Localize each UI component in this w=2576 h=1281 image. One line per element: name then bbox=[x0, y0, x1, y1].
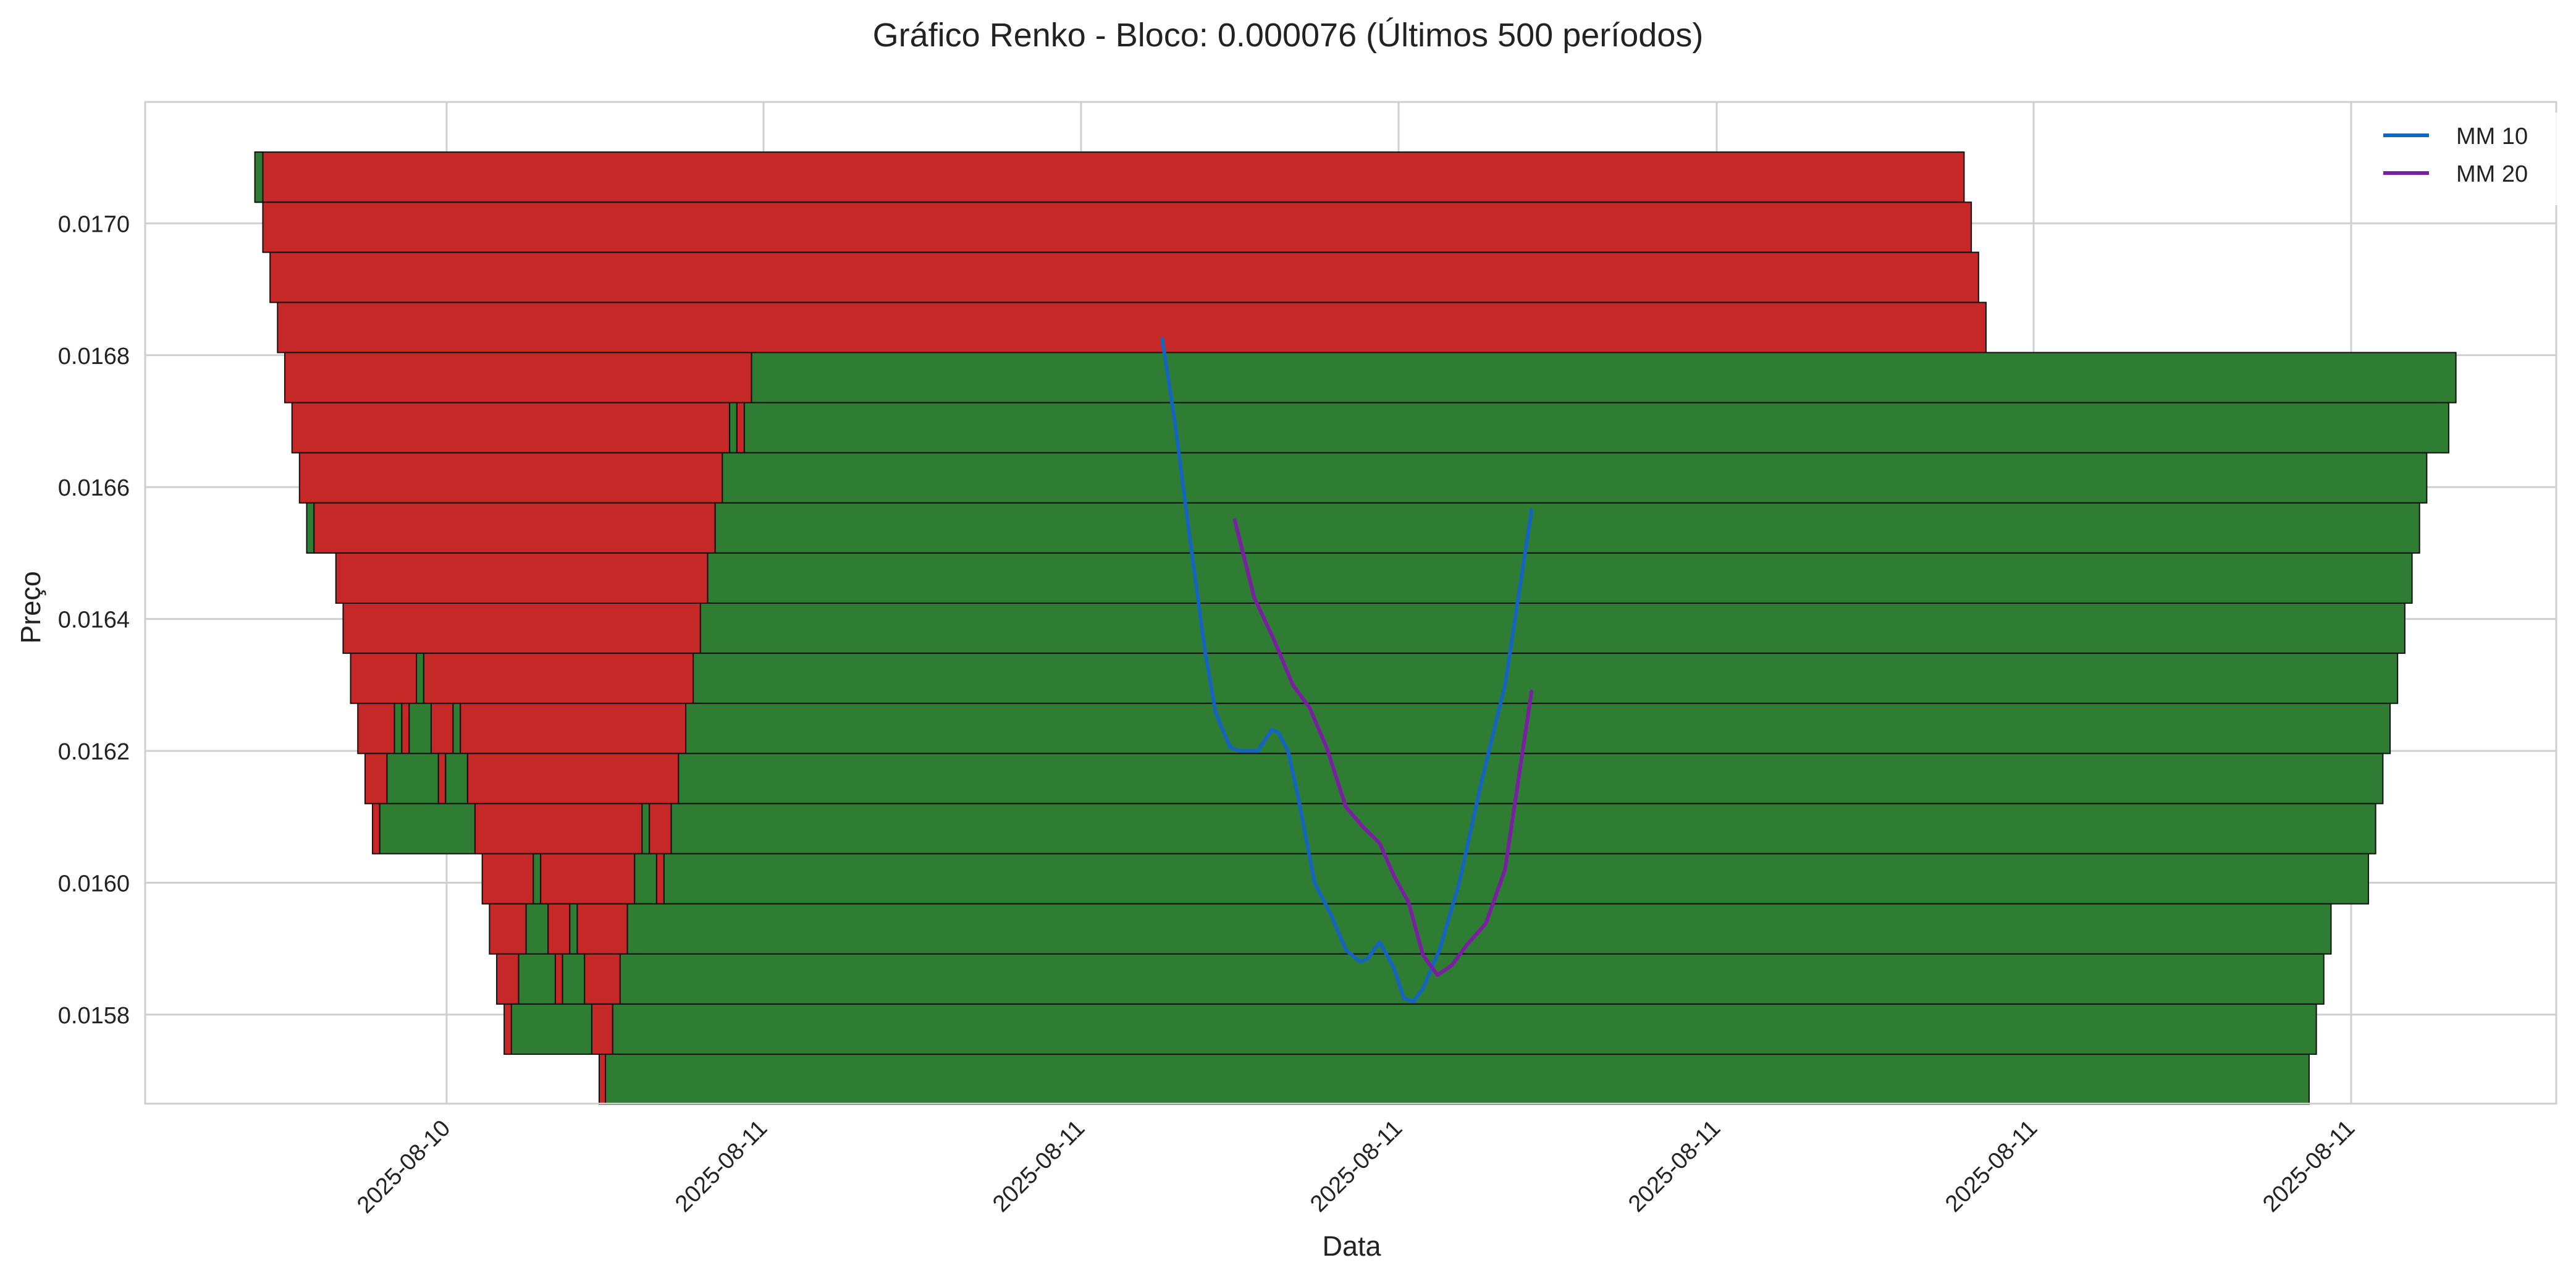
renko-brick-up bbox=[634, 853, 657, 905]
renko-brick-down bbox=[291, 402, 731, 454]
renko-brick-up bbox=[510, 1003, 592, 1055]
x-axis-label: Data bbox=[1322, 1230, 1381, 1262]
renko-brick-down bbox=[554, 953, 563, 1005]
renko-brick-down bbox=[401, 703, 410, 755]
renko-brick-down bbox=[655, 853, 665, 905]
renko-brick-up bbox=[605, 1053, 2310, 1106]
x-tick-label: 2025-08-11 bbox=[1623, 1115, 1725, 1217]
renko-brick-up bbox=[678, 753, 2384, 805]
legend-label-mm10: MM 10 bbox=[2456, 124, 2528, 150]
renko-brick-up bbox=[445, 753, 468, 805]
x-tick-label: 2025-08-11 bbox=[1305, 1115, 1407, 1217]
renko-brick-up bbox=[569, 903, 578, 955]
renko-brick-up bbox=[699, 602, 2406, 654]
x-axis-ticks: 2025-08-10 2025-08-11 2025-08-11 2025-08-11… bbox=[352, 1115, 2360, 1219]
series-line-mm20 bbox=[1232, 518, 1534, 977]
renko-brick-up bbox=[670, 803, 2376, 855]
renko-brick-up bbox=[416, 653, 424, 704]
renko-brick-up bbox=[394, 703, 403, 755]
renko-brick-down bbox=[277, 302, 1987, 353]
renko-brick-down bbox=[437, 753, 447, 805]
renko-brick-up bbox=[641, 803, 650, 855]
renko-brick-down bbox=[736, 402, 745, 454]
renko-brick-down bbox=[335, 552, 709, 604]
moving-average-lines bbox=[1160, 337, 1534, 1004]
y-tick-label: 0.0166 bbox=[58, 475, 130, 501]
x-tick-label: 2025-08-11 bbox=[670, 1115, 772, 1217]
renko-brick-down bbox=[284, 352, 752, 404]
renko-brick-down bbox=[598, 1053, 607, 1106]
renko-brick-up bbox=[692, 653, 2399, 704]
renko-brick-up bbox=[751, 352, 2457, 404]
renko-brick-down bbox=[496, 953, 520, 1005]
plot-frame bbox=[144, 101, 2557, 1105]
renko-brick-down bbox=[298, 452, 723, 504]
renko-brick-up bbox=[714, 502, 2420, 554]
y-axis-ticks: 0.0158 0.0160 0.0162 0.0164 0.0166 0.0168 0.01… bbox=[58, 211, 130, 1029]
x-tick-label: 2025-08-10 bbox=[352, 1115, 455, 1219]
y-tick-label: 0.0164 bbox=[58, 607, 130, 633]
renko-brick-down bbox=[262, 201, 1972, 253]
renko-brick-up bbox=[619, 953, 2325, 1005]
renko-brick-down bbox=[423, 653, 694, 704]
renko-brick-down bbox=[313, 502, 716, 554]
renko-brick-down bbox=[540, 853, 636, 905]
y-tick-label: 0.0168 bbox=[58, 344, 130, 370]
renko-brick-down bbox=[466, 753, 680, 805]
renko-brick-down bbox=[460, 703, 687, 755]
renko-brick-down bbox=[474, 803, 643, 855]
renko-brick-down bbox=[364, 753, 388, 805]
renko-brick-up bbox=[452, 703, 461, 755]
renko-brick-up bbox=[408, 703, 432, 755]
y-tick-label: 0.0158 bbox=[58, 1003, 130, 1029]
renko-brick-down bbox=[489, 903, 527, 955]
x-tick-label: 2025-08-11 bbox=[2258, 1115, 2360, 1217]
legend-label-mm20: MM 20 bbox=[2456, 161, 2528, 187]
renko-brick-down bbox=[547, 903, 571, 955]
renko-brick-up bbox=[722, 452, 2428, 504]
renko-brick-down bbox=[269, 252, 1979, 303]
chart-title: Gráfico Renko - Bloco: 0.000076 (Últimos… bbox=[873, 17, 1704, 54]
renko-brick-up bbox=[379, 803, 476, 855]
renko-brick-up bbox=[612, 1003, 2317, 1055]
renko-brick-up bbox=[525, 903, 549, 955]
x-tick-label: 2025-08-11 bbox=[988, 1115, 1090, 1217]
renko-brick-up bbox=[707, 552, 2413, 604]
y-tick-label: 0.0162 bbox=[58, 739, 130, 765]
renko-bricks bbox=[254, 151, 2457, 1106]
renko-brick-up bbox=[518, 953, 556, 1005]
renko-brick-down bbox=[591, 1003, 613, 1055]
renko-brick-down bbox=[430, 703, 454, 755]
legend-box bbox=[2360, 112, 2557, 205]
renko-brick-down bbox=[372, 803, 381, 855]
x-tick-label: 2025-08-11 bbox=[1940, 1115, 2042, 1217]
legend: MM 10 MM 20 bbox=[2360, 112, 2557, 205]
y-axis-label: Preço bbox=[15, 571, 46, 644]
renko-brick-up bbox=[685, 703, 2391, 755]
renko-brick-down bbox=[350, 653, 418, 704]
renko-brick-up bbox=[562, 953, 586, 1005]
renko-brick-down bbox=[255, 151, 1965, 203]
renko-brick-down bbox=[576, 903, 628, 955]
renko-brick-down bbox=[584, 953, 621, 1005]
renko-brick-up bbox=[743, 402, 2449, 454]
renko-brick-down bbox=[503, 1003, 512, 1055]
renko-brick-up bbox=[663, 853, 2369, 905]
renko-brick-down bbox=[481, 853, 534, 905]
renko-brick-up bbox=[386, 753, 439, 805]
y-tick-label: 0.0170 bbox=[58, 211, 130, 237]
renko-brick-up bbox=[532, 853, 542, 905]
renko-brick-up bbox=[729, 402, 738, 454]
renko-brick-up bbox=[254, 151, 264, 203]
renko-brick-down bbox=[357, 703, 395, 755]
renko-brick-up bbox=[306, 502, 315, 554]
y-tick-label: 0.0160 bbox=[58, 871, 130, 897]
renko-brick-down bbox=[342, 602, 701, 654]
renko-brick-down bbox=[649, 803, 672, 855]
